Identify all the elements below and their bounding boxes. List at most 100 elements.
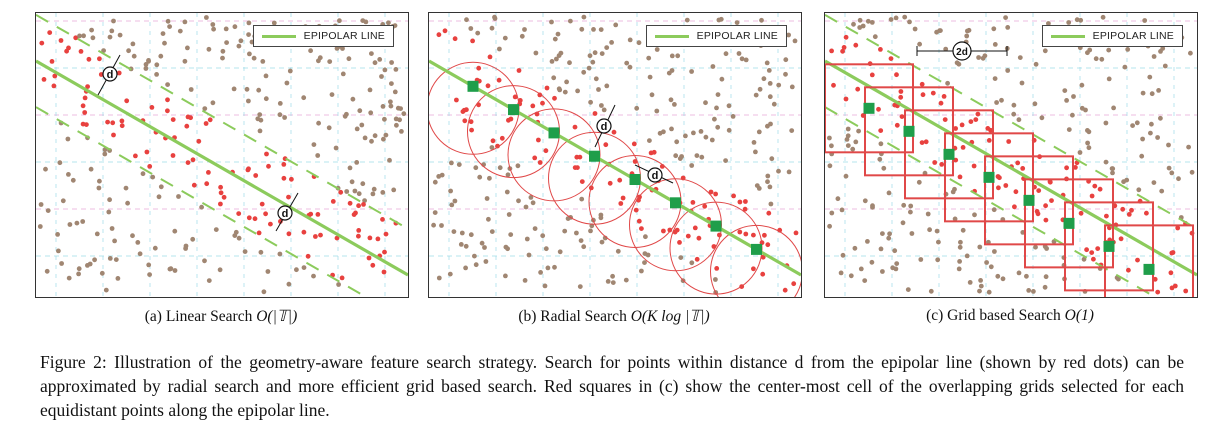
feature-point: [397, 117, 402, 123]
feature-point: [37, 224, 43, 229]
grid-cell: [904, 109, 994, 200]
feature-point: [204, 15, 209, 20]
feature-point: [776, 168, 781, 174]
feature-point: [177, 28, 183, 34]
feature-point: [992, 76, 998, 81]
feature-point: [829, 143, 834, 149]
feature-point: [549, 19, 554, 25]
feature-point: [683, 133, 688, 139]
feature-point: [935, 257, 941, 263]
feature-point: [473, 262, 479, 268]
feature-point: [65, 136, 71, 142]
feature-point: [257, 112, 263, 117]
sample-point: [629, 174, 641, 186]
feature-point: [256, 87, 262, 93]
candidate-point: [82, 95, 88, 101]
feature-point: [482, 245, 487, 250]
candidate-point: [196, 138, 202, 144]
feature-point: [117, 32, 123, 38]
feature-point: [483, 259, 489, 264]
feature-point: [943, 46, 949, 52]
feature-point: [459, 230, 465, 236]
feature-point: [246, 32, 252, 37]
candidate-point: [853, 42, 859, 48]
feature-point: [1139, 153, 1145, 159]
feature-point: [1166, 142, 1171, 148]
feature-point: [147, 272, 152, 277]
candidate-point: [919, 140, 925, 145]
sample-point: [751, 243, 762, 255]
candidate-point: [762, 232, 767, 238]
candidate-point: [252, 216, 258, 222]
candidate-point: [487, 54, 493, 60]
feature-point: [263, 96, 269, 102]
candidate-point: [496, 77, 502, 83]
feature-point: [489, 145, 495, 150]
caption-math: O(K log |𝕋|): [630, 308, 710, 325]
feature-point: [447, 271, 453, 277]
feature-point: [599, 51, 605, 56]
candidate-point: [942, 117, 948, 122]
feature-point: [757, 86, 763, 92]
feature-point: [907, 19, 912, 25]
sample-point: [1103, 240, 1115, 252]
feature-point: [771, 101, 777, 107]
feature-point: [598, 215, 604, 221]
feature-point: [767, 81, 773, 86]
feature-point: [165, 18, 171, 24]
candidate-point: [207, 117, 213, 123]
feature-point: [533, 50, 539, 56]
feature-point: [872, 34, 878, 40]
candidate-point: [892, 102, 898, 108]
candidate-point: [263, 211, 268, 217]
feature-point: [449, 160, 454, 166]
caption-math: O(1): [1064, 307, 1094, 324]
candidate-point: [919, 81, 925, 87]
candidate-point: [737, 199, 743, 205]
candidate-point: [58, 38, 64, 43]
feature-point: [387, 157, 392, 163]
feature-point: [113, 257, 119, 262]
candidate-point: [356, 203, 361, 209]
feature-point: [354, 126, 360, 132]
feature-point: [992, 42, 998, 47]
feature-point: [792, 38, 798, 44]
candidate-point: [633, 207, 639, 213]
feature-point: [1186, 144, 1191, 150]
feature-point: [380, 190, 386, 195]
candidate-point: [677, 240, 682, 245]
candidate-point: [997, 175, 1002, 181]
candidate-point: [1043, 217, 1049, 223]
feature-point: [649, 92, 655, 98]
feature-point: [916, 179, 922, 185]
feature-point: [719, 76, 725, 82]
grid-cell: [825, 63, 914, 154]
feature-point: [1003, 15, 1008, 20]
distance-label: d: [652, 170, 659, 182]
candidate-point: [170, 117, 176, 122]
feature-point: [845, 133, 851, 139]
candidate-point: [938, 100, 944, 106]
feature-point: [244, 86, 250, 92]
candidate-point: [611, 129, 617, 135]
feature-point: [892, 248, 898, 254]
feature-point: [519, 33, 525, 39]
feature-point: [522, 278, 528, 283]
candidate-point: [986, 138, 992, 143]
feature-point: [905, 287, 911, 292]
feature-point: [137, 251, 143, 257]
candidate-point: [855, 86, 861, 92]
feature-point: [87, 261, 93, 267]
feature-point: [639, 268, 644, 274]
feature-point: [599, 103, 604, 108]
feature-point: [581, 244, 587, 250]
feature-point: [367, 87, 373, 93]
feature-point: [185, 45, 190, 51]
candidate-point: [85, 84, 90, 89]
feature-point: [754, 183, 760, 189]
candidate-point: [572, 124, 578, 130]
candidate-point: [751, 266, 756, 272]
feature-point: [865, 18, 871, 24]
candidate-point: [1020, 166, 1026, 171]
feature-point: [654, 108, 660, 114]
